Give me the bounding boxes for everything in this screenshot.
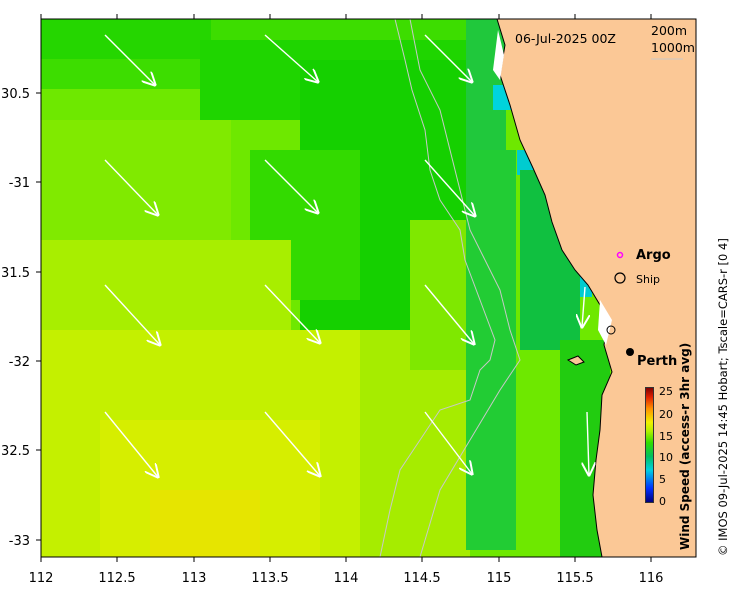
ship-track-icon — [606, 325, 616, 335]
colorbar-tick: 0 — [659, 495, 666, 508]
colorbar — [645, 387, 654, 503]
ship-marker-icon — [614, 272, 626, 284]
date-label: 06-Jul-2025 00Z — [515, 31, 616, 46]
x-tick-label: 112.5 — [98, 571, 135, 586]
x-tick-label: 116 — [639, 571, 664, 586]
argo-marker-icon — [616, 251, 624, 259]
perth-label: Perth — [637, 354, 677, 369]
colorbar-title: Wind Speed (access-r 3hr avg) — [678, 342, 692, 550]
plot-frame — [40, 18, 697, 558]
x-tick-label: 115.5 — [556, 571, 593, 586]
x-tick-label: 112 — [29, 571, 54, 586]
credit-text: © IMOS 09-Jul-2025 14:45 Hobart; Tscale=… — [716, 238, 730, 556]
y-tick-label: 32.5 — [1, 444, 30, 459]
ship-label: Ship — [636, 273, 660, 286]
x-tick-label: 113.5 — [251, 571, 288, 586]
perth-marker-icon — [626, 348, 634, 356]
colorbar-tick: 25 — [659, 385, 673, 398]
colorbar-tick: 10 — [659, 451, 673, 464]
contour-legend-200: 200m — [651, 23, 687, 38]
y-tick-label: 31.5 — [1, 266, 30, 281]
x-tick-label: 113 — [182, 571, 207, 586]
contour-legend-1000: 1000m — [651, 40, 695, 55]
x-tick-label: 114 — [334, 571, 359, 586]
colorbar-tick: 15 — [659, 430, 673, 443]
x-tick-label: 115 — [487, 571, 512, 586]
argo-label: Argo — [636, 248, 671, 263]
x-tick-label: 114.5 — [403, 571, 440, 586]
depth-contours — [379, 19, 521, 557]
y-tick-label: -31 — [9, 176, 30, 191]
wind-arrows — [104, 34, 589, 477]
colorbar-tick: 5 — [659, 473, 666, 486]
y-tick-label: 30.5 — [1, 87, 30, 102]
colorbar-tick: 20 — [659, 408, 673, 421]
y-tick-label: -32 — [9, 355, 30, 370]
y-tick-label: -33 — [9, 534, 30, 549]
